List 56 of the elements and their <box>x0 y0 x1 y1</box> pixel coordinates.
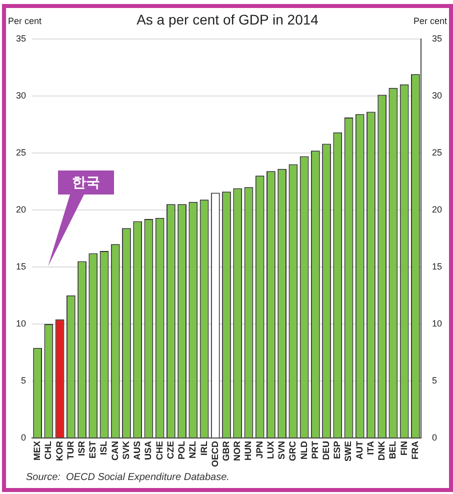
x-tick-label: NOR <box>232 440 242 461</box>
x-tick-label: DNK <box>376 440 387 460</box>
x-tick-label: ITA <box>365 440 376 455</box>
y-tick-label: 10 <box>16 318 26 328</box>
y-tick-label: 35 <box>16 33 26 44</box>
x-tick-label: ISR <box>76 440 87 456</box>
x-tick-label: LUX <box>265 441 276 459</box>
x-tick-label: HUN <box>243 441 254 460</box>
x-tick-label: IRL <box>198 440 209 456</box>
y-tick-label: 20 <box>16 204 26 214</box>
x-tick-label: OECD <box>210 440 220 468</box>
y-tick-label: 0 <box>20 432 26 442</box>
x-tick-label: ESP <box>332 441 342 460</box>
x-tick-label: BEL <box>388 440 398 459</box>
x-tick-label: NZL <box>188 440 198 458</box>
source-note: Source: OECD Social Expenditure Database. <box>26 472 230 483</box>
x-tick-label: SVN <box>276 441 287 460</box>
y2-tick-label: 20 <box>432 204 442 214</box>
y2-axis-title: Per cent <box>413 16 448 26</box>
x-tick-label: FIN <box>398 441 409 456</box>
x-tick-label: CAN <box>110 441 120 460</box>
y2-tick-label: 0 <box>432 432 438 442</box>
x-tick-label: FRA <box>410 440 420 460</box>
x-tick-label: AUS <box>132 441 142 460</box>
y2-tick-label: 35 <box>432 33 442 44</box>
y-tick-label: 5 <box>20 375 26 386</box>
y-axis-title: Per cent <box>8 16 42 26</box>
x-tick-label: SWE <box>343 441 354 462</box>
x-tick-label: USA <box>143 440 154 460</box>
x-tick-label: GBR <box>220 440 231 461</box>
annotation: 한국 <box>72 175 100 192</box>
y-tick-label: 30 <box>16 90 26 100</box>
y2-tick-label: 25 <box>432 147 442 158</box>
chart-title: As a per cent of GDP in 2014 <box>136 11 319 28</box>
y-tick-label: 15 <box>16 261 26 272</box>
x-tick-label: CHE <box>154 441 164 460</box>
y-tick-label: 25 <box>16 147 26 158</box>
x-tick-label: TUR <box>65 440 76 460</box>
x-tick-label: DEU <box>321 441 332 460</box>
x-tick-label: CHL <box>43 440 54 460</box>
x-tick-label: MEX <box>32 441 42 461</box>
x-tick-label: ISL <box>98 440 109 456</box>
x-tick-label: CZE <box>165 441 176 459</box>
x-tick-label: EST <box>88 440 98 459</box>
x-tick-label: JPN <box>254 441 264 459</box>
x-tick-label: GRC <box>288 440 298 461</box>
y2-tick-label: 10 <box>432 318 442 328</box>
y2-tick-label: 15 <box>432 261 442 272</box>
y2-tick-label: 30 <box>432 90 442 100</box>
x-tick-label: POL <box>176 440 187 460</box>
x-tick-label: KOR <box>54 440 64 461</box>
x-tick-label: SVK <box>120 440 131 460</box>
y2-tick-label: 5 <box>432 375 438 386</box>
x-tick-label: PRT <box>310 440 320 459</box>
x-tick-label: AUT <box>354 440 364 460</box>
x-tick-label: NLD <box>298 440 309 460</box>
